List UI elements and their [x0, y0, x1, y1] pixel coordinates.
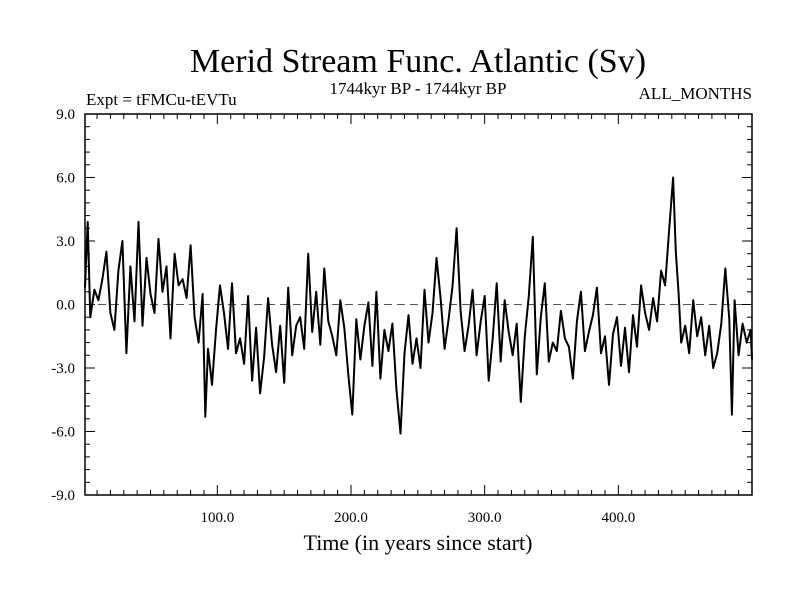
y-tick-label: 3.0	[56, 234, 75, 250]
plot-frame	[84, 113, 753, 496]
x-tick-label: 400.0	[601, 510, 635, 526]
y-tick-label: 0.0	[56, 298, 75, 314]
chart-title: Merid Stream Func. Atlantic (Sv)	[190, 43, 646, 80]
y-tick-label: -9.0	[51, 488, 75, 504]
x-tick-label: 100.0	[200, 510, 234, 526]
axis-ticks	[85, 113, 752, 496]
series-line	[84, 176, 753, 435]
axis-tick-labels: 100.0 200.0 300.0 400.0 9.0 6.0 3.0 0.0 -3.0 -6.0…	[51, 107, 635, 526]
months-label: ALL_MONTHS	[639, 84, 752, 103]
x-tick-label: 200.0	[334, 510, 368, 526]
experiment-label: Expt = tFMCu-tEVTu	[86, 90, 237, 109]
y-tick-label: 6.0	[56, 171, 75, 187]
x-axis-label: Time (in years since start)	[304, 530, 533, 555]
y-tick-label: -6.0	[51, 425, 75, 441]
y-tick-label: -3.0	[51, 361, 75, 377]
x-tick-label: 300.0	[468, 510, 502, 526]
y-tick-label: 9.0	[56, 107, 75, 123]
period-label: 1744kyr BP - 1744kyr BP	[330, 79, 507, 98]
